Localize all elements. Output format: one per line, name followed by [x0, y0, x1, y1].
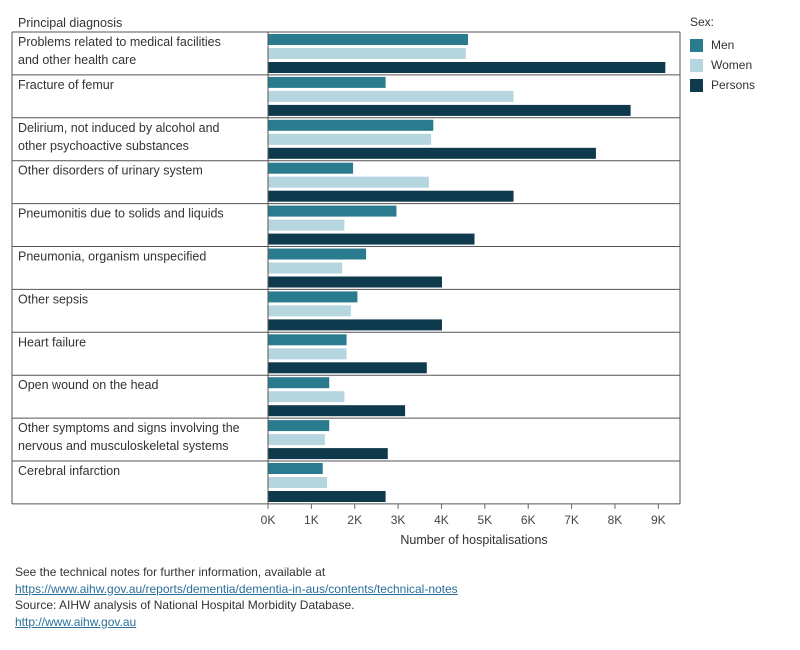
category-label: Other symptoms and signs involving the: [18, 421, 240, 435]
bar-men: [268, 205, 397, 217]
bar-persons: [268, 276, 442, 288]
legend-swatch-men: [690, 38, 703, 52]
category-label: Fracture of femur: [18, 78, 114, 92]
category-label: Problems related to medical facilities: [18, 35, 221, 49]
category-label: and other health care: [18, 53, 136, 67]
x-tick-label: 7K: [564, 513, 579, 527]
category-label: other psychoactive substances: [18, 139, 189, 153]
category-label: Other disorders of urinary system: [18, 164, 203, 178]
bar-women: [268, 305, 351, 317]
bar-men: [268, 463, 323, 474]
bar-men: [268, 420, 330, 432]
bar-women: [268, 348, 347, 360]
bar-women: [268, 434, 325, 446]
x-tick-label: 1K: [304, 513, 319, 527]
category-label: Pneumonitis due to solids and liquids: [18, 207, 224, 221]
bar-persons: [268, 448, 388, 460]
technical-notes-link[interactable]: https://www.aihw.gov.au/reports/dementia…: [15, 581, 458, 596]
bar-men: [268, 377, 330, 389]
legend-label-persons: Persons: [711, 78, 756, 92]
bar-men: [268, 291, 358, 303]
category-label: Cerebral infarction: [18, 464, 120, 478]
bar-men: [268, 162, 354, 174]
category-label: Open wound on the head: [18, 378, 158, 392]
bar-women: [268, 48, 466, 59]
legend-swatch-women: [690, 58, 703, 72]
bar-persons: [268, 233, 475, 245]
bar-persons: [268, 104, 631, 116]
category-label: Pneumonia, organism unspecified: [18, 250, 206, 264]
bar-men: [268, 248, 367, 260]
x-tick-label: 6K: [521, 513, 536, 527]
bar-persons: [268, 319, 442, 331]
bar-women: [268, 219, 345, 231]
category-label: Heart failure: [18, 335, 86, 349]
source-text: Source: AIHW analysis of National Hospit…: [15, 598, 355, 612]
x-tick-label: 5K: [477, 513, 492, 527]
bar-men: [268, 34, 468, 45]
bar-chart: Principal diagnosis Problems related to m…: [11, 16, 681, 547]
legend-item-women[interactable]: Women: [690, 55, 755, 75]
bar-women: [268, 176, 429, 188]
bar-persons: [268, 362, 427, 374]
bar-men: [268, 334, 347, 346]
category-label: Delirium, not induced by alcohol and: [18, 121, 220, 135]
footer-notes: See the technical notes for further info…: [15, 564, 458, 630]
legend-swatch-persons: [690, 78, 703, 92]
legend-label-women: Women: [711, 58, 753, 72]
bar-men: [268, 119, 434, 131]
legend: Sex: Men Women Persons: [690, 15, 755, 95]
legend-title: Sex:: [690, 15, 715, 29]
bar-women: [268, 391, 345, 403]
bar-men: [268, 76, 386, 88]
bar-persons: [268, 405, 406, 417]
x-tick-label: 3K: [391, 513, 406, 527]
category-label: Other sepsis: [18, 292, 88, 306]
x-tick-label: 4K: [434, 513, 449, 527]
bar-persons: [268, 491, 386, 502]
bar-women: [268, 477, 328, 488]
bar-women: [268, 262, 343, 274]
bar-persons: [268, 62, 666, 73]
x-tick-label: 9K: [651, 513, 666, 527]
x-axis-title: Number of hospitalisations: [400, 533, 547, 547]
technical-notes-text: See the technical notes for further info…: [15, 565, 326, 579]
bar-women: [268, 133, 432, 145]
aihw-link[interactable]: http://www.aihw.gov.au: [15, 614, 137, 629]
legend-item-persons[interactable]: Persons: [690, 75, 755, 95]
bar-persons: [268, 190, 514, 202]
x-tick-label: 0K: [261, 513, 276, 527]
x-tick-label: 2K: [347, 513, 362, 527]
row-header: Principal diagnosis: [18, 16, 122, 30]
legend-label-men: Men: [711, 38, 735, 52]
bar-women: [268, 90, 514, 102]
legend-item-men[interactable]: Men: [690, 35, 755, 55]
x-tick-label: 8K: [608, 513, 623, 527]
category-label: nervous and musculoskeletal systems: [18, 439, 229, 453]
bar-persons: [268, 147, 596, 159]
